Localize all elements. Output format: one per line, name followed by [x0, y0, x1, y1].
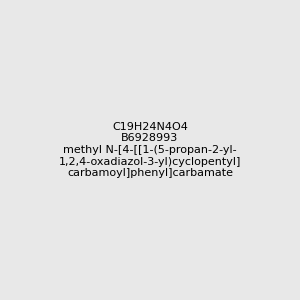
Text: C19H24N4O4
B6928993
methyl N-[4-[[1-(5-propan-2-yl-
1,2,4-oxadiazol-3-yl)cyclope: C19H24N4O4 B6928993 methyl N-[4-[[1-(5-p…	[59, 122, 241, 178]
